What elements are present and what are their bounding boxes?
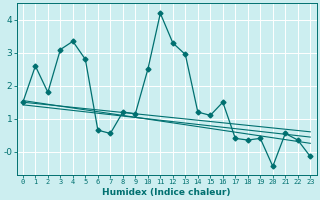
X-axis label: Humidex (Indice chaleur): Humidex (Indice chaleur) bbox=[102, 188, 231, 197]
